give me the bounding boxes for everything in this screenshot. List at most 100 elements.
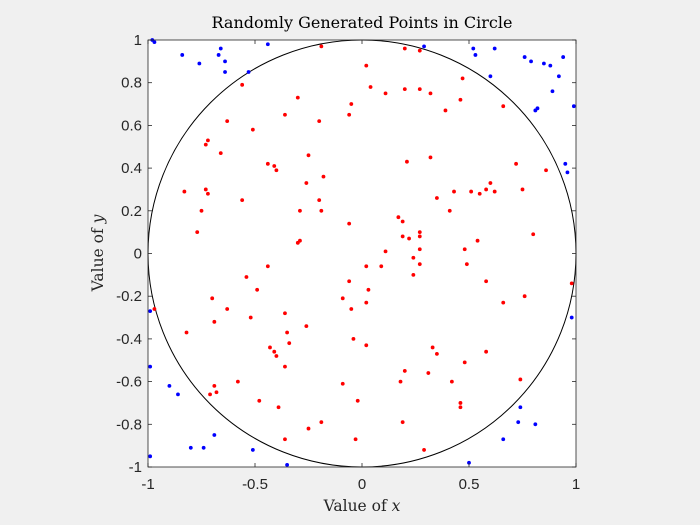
data-point (285, 330, 289, 335)
data-point (319, 420, 324, 425)
data-point (212, 383, 217, 388)
chart-title: Randomly Generated Points in Circle (212, 13, 513, 32)
x-tick-label: -1 (141, 476, 154, 493)
data-point (556, 74, 561, 79)
data-point (400, 219, 405, 224)
data-point (501, 300, 506, 305)
data-point (402, 369, 407, 373)
data-point (276, 405, 281, 410)
data-point (340, 381, 345, 386)
data-point (283, 364, 287, 369)
data-point (443, 108, 448, 113)
y-tick-label: 0 (134, 246, 142, 263)
data-point (295, 240, 300, 245)
data-point (366, 287, 371, 292)
data-point (484, 349, 489, 354)
points-layer (148, 38, 576, 467)
data-point (212, 319, 217, 324)
data-point (428, 91, 433, 96)
data-point (218, 151, 223, 156)
data-point (203, 142, 208, 147)
data-point (268, 345, 272, 350)
data-point (544, 168, 548, 173)
data-point (471, 46, 476, 51)
data-point (398, 379, 403, 384)
data-point (422, 448, 426, 452)
data-point (501, 104, 506, 109)
data-point (520, 187, 525, 192)
data-point (407, 236, 411, 241)
data-point (203, 187, 208, 192)
data-point (201, 445, 206, 450)
data-point (548, 63, 553, 68)
data-point (184, 330, 189, 335)
data-point (188, 445, 193, 450)
data-point (411, 272, 416, 277)
data-point (430, 345, 435, 350)
y-tick-label: -0.4 (116, 331, 142, 348)
data-point (531, 232, 536, 237)
data-point (402, 46, 407, 51)
data-point (218, 46, 223, 51)
data-point (563, 161, 568, 166)
data-point (265, 161, 270, 166)
data-point (235, 379, 240, 384)
data-point (458, 401, 463, 405)
data-point (287, 341, 292, 346)
data-point (561, 55, 566, 59)
data-point (417, 247, 422, 252)
data-point (295, 95, 300, 100)
data-point (199, 208, 204, 213)
y-tick-label: -0.2 (116, 288, 142, 305)
x-tick-label: 0.5 (459, 476, 480, 493)
data-point (368, 85, 373, 89)
data-point (167, 383, 172, 388)
data-point (464, 262, 469, 267)
data-point (225, 119, 230, 124)
data-point (306, 153, 311, 158)
data-point (488, 181, 493, 185)
y-tick-label: 0.2 (121, 203, 142, 220)
data-point (306, 426, 311, 431)
x-tick-label: -0.5 (242, 476, 268, 493)
data-point (148, 309, 153, 314)
y-axis-label-prefix: Value of (89, 223, 107, 292)
data-point (475, 238, 480, 243)
data-point (304, 181, 309, 185)
data-point (417, 234, 422, 239)
data-point (400, 234, 405, 239)
data-point (319, 208, 324, 213)
data-point (405, 159, 409, 164)
data-point (550, 89, 555, 94)
y-tick-label: 0.8 (121, 75, 142, 92)
data-point (250, 127, 255, 132)
data-point (351, 337, 356, 341)
data-point (422, 44, 426, 49)
data-point (244, 275, 249, 279)
data-point (533, 108, 538, 113)
data-point (447, 208, 452, 213)
data-point (255, 287, 260, 292)
data-point (148, 454, 153, 459)
data-point (283, 112, 287, 117)
data-point (349, 307, 354, 311)
data-point (364, 343, 369, 348)
data-point (265, 264, 270, 269)
data-point (529, 59, 533, 64)
y-tick-label: -1 (129, 459, 142, 476)
data-point (223, 70, 227, 74)
data-point (274, 354, 279, 358)
data-point (225, 307, 230, 311)
data-point (518, 405, 523, 410)
data-point (152, 307, 157, 311)
data-point (272, 349, 277, 354)
data-point (565, 170, 570, 175)
data-point (428, 155, 433, 160)
data-point (458, 405, 463, 410)
data-point (396, 215, 401, 220)
data-point (347, 279, 352, 284)
data-point (400, 420, 405, 425)
y-tick-label: -0.8 (116, 416, 142, 433)
data-point (426, 371, 431, 375)
data-point (492, 46, 497, 51)
